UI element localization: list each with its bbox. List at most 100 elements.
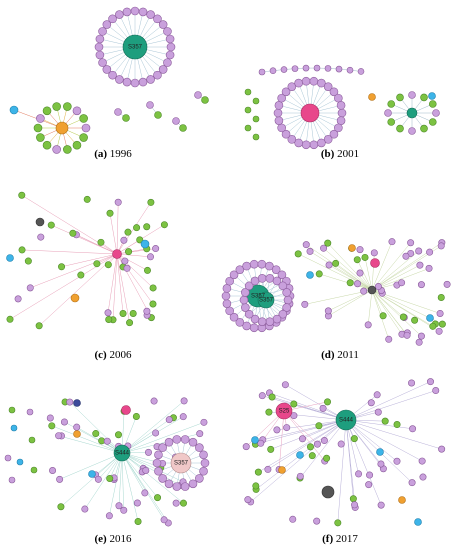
node <box>274 116 284 125</box>
node <box>225 276 234 286</box>
node <box>356 269 364 277</box>
node <box>351 501 359 509</box>
node <box>346 66 354 74</box>
edge <box>121 452 169 524</box>
node <box>267 445 275 453</box>
node <box>403 331 411 339</box>
node <box>180 435 190 444</box>
node <box>114 198 122 206</box>
node <box>221 291 231 301</box>
caption-label: (f) <box>322 533 333 545</box>
node <box>334 519 342 527</box>
node <box>429 322 437 330</box>
node <box>437 242 445 250</box>
node <box>49 466 57 474</box>
caption-year: 2016 <box>109 533 132 545</box>
node <box>254 468 262 476</box>
node <box>18 246 26 254</box>
caption-year: 2017 <box>336 533 359 545</box>
node <box>57 503 65 511</box>
edge <box>121 452 125 511</box>
node <box>102 20 112 29</box>
node <box>73 399 81 407</box>
node <box>419 473 427 481</box>
caption-year: 2006 <box>109 349 132 361</box>
node <box>244 124 252 132</box>
edge <box>337 419 347 523</box>
node <box>257 317 267 326</box>
node <box>335 409 357 431</box>
node <box>272 314 282 324</box>
caption-label: (a) <box>94 148 107 160</box>
node <box>313 517 321 525</box>
node <box>146 10 155 19</box>
node <box>271 265 281 274</box>
node <box>252 97 260 105</box>
node <box>229 312 239 322</box>
edge <box>371 289 422 337</box>
node <box>229 270 239 280</box>
node <box>324 239 332 247</box>
node <box>346 279 354 287</box>
node <box>122 34 148 60</box>
node <box>275 402 293 420</box>
caption-label: (b) <box>321 148 335 160</box>
node <box>252 482 260 490</box>
node <box>356 246 364 254</box>
edge <box>51 425 123 454</box>
node <box>244 309 254 319</box>
node <box>115 10 124 19</box>
edge <box>59 452 123 480</box>
node <box>399 313 407 321</box>
edge <box>345 419 382 506</box>
node <box>199 466 208 476</box>
node <box>438 445 446 453</box>
node <box>325 261 333 269</box>
node <box>55 121 69 135</box>
node <box>146 101 154 109</box>
nodes <box>4 6 451 527</box>
node <box>158 474 167 483</box>
node <box>377 501 385 509</box>
edge <box>371 242 411 291</box>
node <box>408 379 416 387</box>
node <box>6 315 14 323</box>
node <box>373 391 381 399</box>
edge <box>345 390 436 421</box>
node <box>435 327 443 335</box>
node <box>239 295 249 305</box>
node <box>164 479 174 489</box>
node <box>35 322 43 330</box>
node <box>115 502 123 510</box>
node <box>52 145 61 154</box>
node <box>426 314 434 322</box>
edge <box>121 416 184 454</box>
node <box>278 309 288 319</box>
node <box>154 494 162 502</box>
node <box>138 77 148 87</box>
node <box>350 435 358 443</box>
edge <box>255 419 347 445</box>
node <box>408 91 416 99</box>
node <box>14 295 22 303</box>
node <box>188 479 198 489</box>
node <box>244 281 254 291</box>
node <box>26 408 34 416</box>
node <box>125 248 133 256</box>
node <box>147 198 155 206</box>
edge <box>345 419 423 462</box>
caption: (c) 2006 <box>95 349 132 361</box>
node <box>153 70 162 80</box>
node <box>387 100 396 108</box>
node <box>426 248 434 256</box>
node <box>200 458 210 468</box>
node <box>9 105 19 115</box>
node <box>18 191 26 199</box>
node <box>281 381 289 389</box>
node <box>172 499 180 507</box>
node <box>428 100 437 108</box>
node <box>120 236 128 244</box>
node <box>329 87 339 97</box>
node <box>385 335 393 343</box>
edge <box>345 419 398 462</box>
